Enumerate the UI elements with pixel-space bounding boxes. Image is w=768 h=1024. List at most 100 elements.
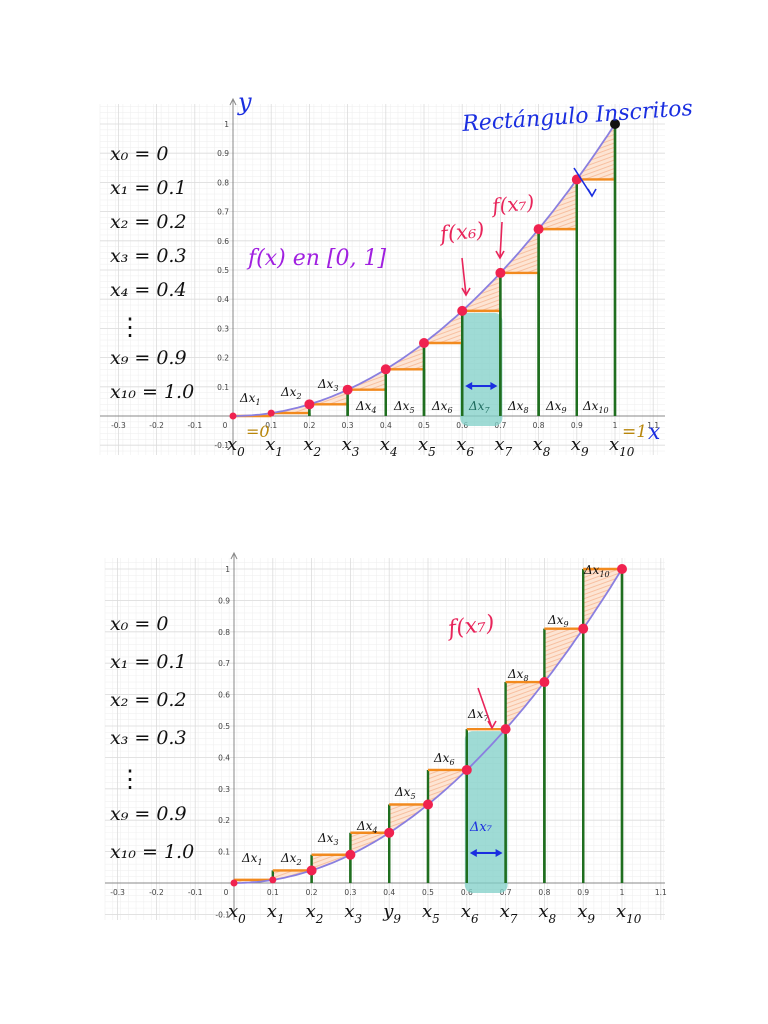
x-point-label: x8: [533, 434, 551, 459]
x-tick-label: 0.2: [306, 888, 318, 897]
delta-label: Δx1: [239, 391, 261, 407]
y-tick-label: 0.4: [217, 295, 229, 304]
arrow-right-icon: [490, 382, 498, 390]
x-tick-label: 0.1: [267, 888, 279, 897]
ellipsis: ⋮: [118, 765, 142, 793]
x-point-label: x6: [461, 901, 479, 926]
error-hatch: [385, 343, 424, 370]
y-tick-label: -0.1: [215, 910, 230, 919]
arrow-head-icon: [487, 720, 497, 730]
partition-equation: x₉ = 0.9: [110, 347, 187, 369]
delta-label: Δx10: [582, 399, 609, 415]
x-tick-label: 0.8: [538, 888, 550, 897]
partition-equation: x₁₀ = 1.0: [110, 841, 195, 863]
x-point-label: x3: [342, 434, 360, 459]
x0-equals-zero: =0: [246, 422, 270, 441]
x-tick-label: 0.1: [265, 421, 277, 430]
x-tick-label: 1.1: [647, 421, 659, 430]
y-axis-label: y: [238, 88, 252, 116]
delta-label: Δx10: [583, 563, 610, 579]
x-tick-label: 1: [620, 888, 625, 897]
partition-equation: x₁ = 0.1: [110, 177, 187, 199]
y-tick-label: 0.9: [218, 596, 230, 605]
partition-point: [617, 564, 627, 574]
delta-label: Δx6: [431, 399, 453, 415]
delta-label: Δx4: [356, 819, 378, 835]
y-tick-label: 1: [224, 120, 229, 129]
arrow-left-icon: [465, 382, 473, 390]
partition-point: [500, 724, 511, 735]
x-point-label: x5: [422, 901, 440, 926]
delta-label: Δx6: [433, 751, 455, 767]
delta-label: Δx7: [467, 707, 489, 723]
partition-point: [571, 174, 582, 185]
circumscribed-rectangles-panel: -0.3 -0.2 -0.1 0 0.1 0.2 0.3 0.4 0.5 0.6 0.7 0.8 0.9…: [0, 500, 768, 1024]
y-tick-label: 0.4: [218, 753, 230, 762]
delta-label: Δx5: [394, 785, 416, 801]
x-point-label: x2: [303, 434, 321, 459]
partition-equation: x₉ = 0.9: [110, 803, 187, 825]
partition-point: [578, 623, 589, 634]
y-tick-label: 0.5: [217, 266, 229, 275]
y-tick-label: 0.9: [217, 149, 229, 158]
x-point-label: x5: [418, 434, 436, 459]
partition-equation: x₂ = 0.2: [110, 689, 187, 711]
delta-label: Δx1: [241, 851, 263, 867]
partition-point: [610, 119, 620, 129]
pointer-arrow: [461, 257, 467, 296]
x-point-label: x9: [571, 434, 589, 459]
partition-equation: x₂ = 0.2: [110, 211, 187, 233]
partition-point: [267, 409, 275, 417]
x-tick-label: 0: [224, 888, 229, 897]
y-tick-label: 0.6: [217, 237, 229, 246]
partition-point: [533, 224, 544, 235]
x-point-label: y9: [382, 901, 401, 926]
arrow-head-icon: [461, 287, 471, 297]
partition-point: [423, 799, 433, 810]
x-tick-label: -0.2: [149, 421, 164, 430]
x-point-label: x9: [577, 901, 595, 926]
x-tick-label: 0.6: [456, 421, 468, 430]
partition-point: [384, 827, 395, 838]
delta-label: Δx3: [317, 831, 339, 847]
x-tick-label: -0.2: [149, 888, 164, 897]
x-point-label: x10: [616, 901, 642, 926]
x-tick-label: 0.7: [494, 421, 506, 430]
y-tick-label: 0.2: [217, 354, 229, 363]
highlighted-rectangle: [460, 312, 503, 426]
delta-label: Δx4: [355, 399, 377, 415]
x-tick-label: 0.9: [577, 888, 589, 897]
x-point-label: x0: [227, 434, 245, 459]
y-tick-label: 0.1: [217, 383, 229, 392]
delta-label: Δx8: [507, 667, 529, 683]
x-tick-label: 0.4: [383, 888, 395, 897]
arrow-head-icon: [495, 250, 505, 260]
x-tick-label: 0.5: [422, 888, 434, 897]
x-tick-label: 0.2: [303, 421, 315, 430]
partition-point: [380, 364, 391, 375]
function-label: f(x) en [0, 1]: [248, 246, 387, 271]
y-tick-label: 0.5: [218, 722, 230, 731]
x-tick-label: 0.8: [533, 421, 545, 430]
delta-label: Δx2: [280, 851, 302, 867]
partition-point: [342, 384, 353, 395]
delta-label: Δx9: [547, 613, 569, 629]
x-tick-label: 0.9: [571, 421, 583, 430]
error-hatch: [500, 229, 539, 273]
arrow-left-icon: [469, 849, 477, 857]
partition-point: [304, 399, 315, 410]
partition-point: [269, 876, 277, 884]
error-hatch: [538, 179, 577, 230]
partition-equation: x₁ = 0.1: [110, 651, 187, 673]
partition-equation: x₃ = 0.3: [110, 245, 187, 267]
x-tick-label: 0: [223, 421, 228, 430]
x-tick-label: 1.1: [655, 888, 667, 897]
grid: [104, 558, 665, 920]
partition-equation: x₀ = 0: [110, 143, 169, 165]
circumscribed-rectangles-chart: -0.3 -0.2 -0.1 0 0.1 0.2 0.3 0.4 0.5 0.6 0.7 0.8 0.9…: [104, 551, 667, 926]
x-point-label: x3: [344, 901, 362, 926]
x-point-label: x8: [538, 901, 556, 926]
x-point-label: x7: [500, 901, 518, 926]
y-tick-label: 0.7: [218, 659, 230, 668]
partition-point: [457, 305, 468, 316]
